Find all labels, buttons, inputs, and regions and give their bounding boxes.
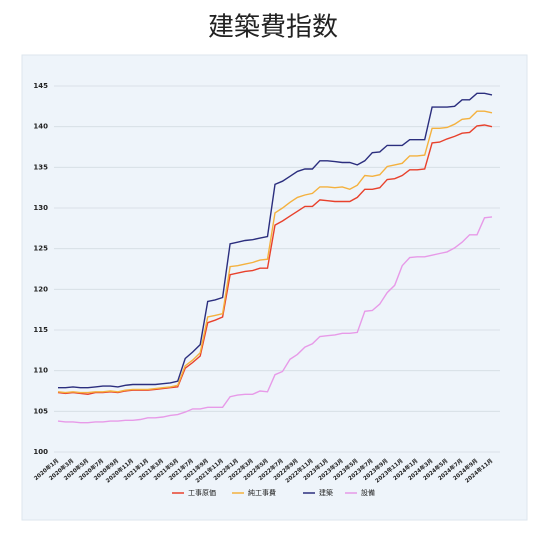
series-line (57, 124, 493, 396)
y-tick-label: 115 (33, 326, 48, 334)
y-tick-label: 120 (33, 285, 48, 293)
y-tick-label: 145 (33, 82, 48, 90)
y-tick-label: 125 (33, 245, 48, 253)
series-line (58, 92, 493, 389)
y-tick-label: 105 (33, 407, 48, 415)
legend-label: 建築 (319, 488, 333, 497)
series-line (57, 216, 493, 424)
legend-label: 設備 (361, 488, 375, 497)
y-tick-label: 135 (33, 163, 48, 171)
y-tick-label: 140 (33, 123, 48, 131)
y-tick-label: 130 (33, 204, 48, 212)
chart-title: 建築費指数 (208, 13, 338, 43)
y-tick-label: 110 (33, 367, 48, 375)
legend-label: 工事原価 (188, 488, 216, 497)
chart-panel (21, 54, 528, 521)
series-line (57, 110, 493, 394)
y-tick-label: 100 (33, 448, 48, 456)
legend-label: 純工事費 (248, 488, 276, 497)
